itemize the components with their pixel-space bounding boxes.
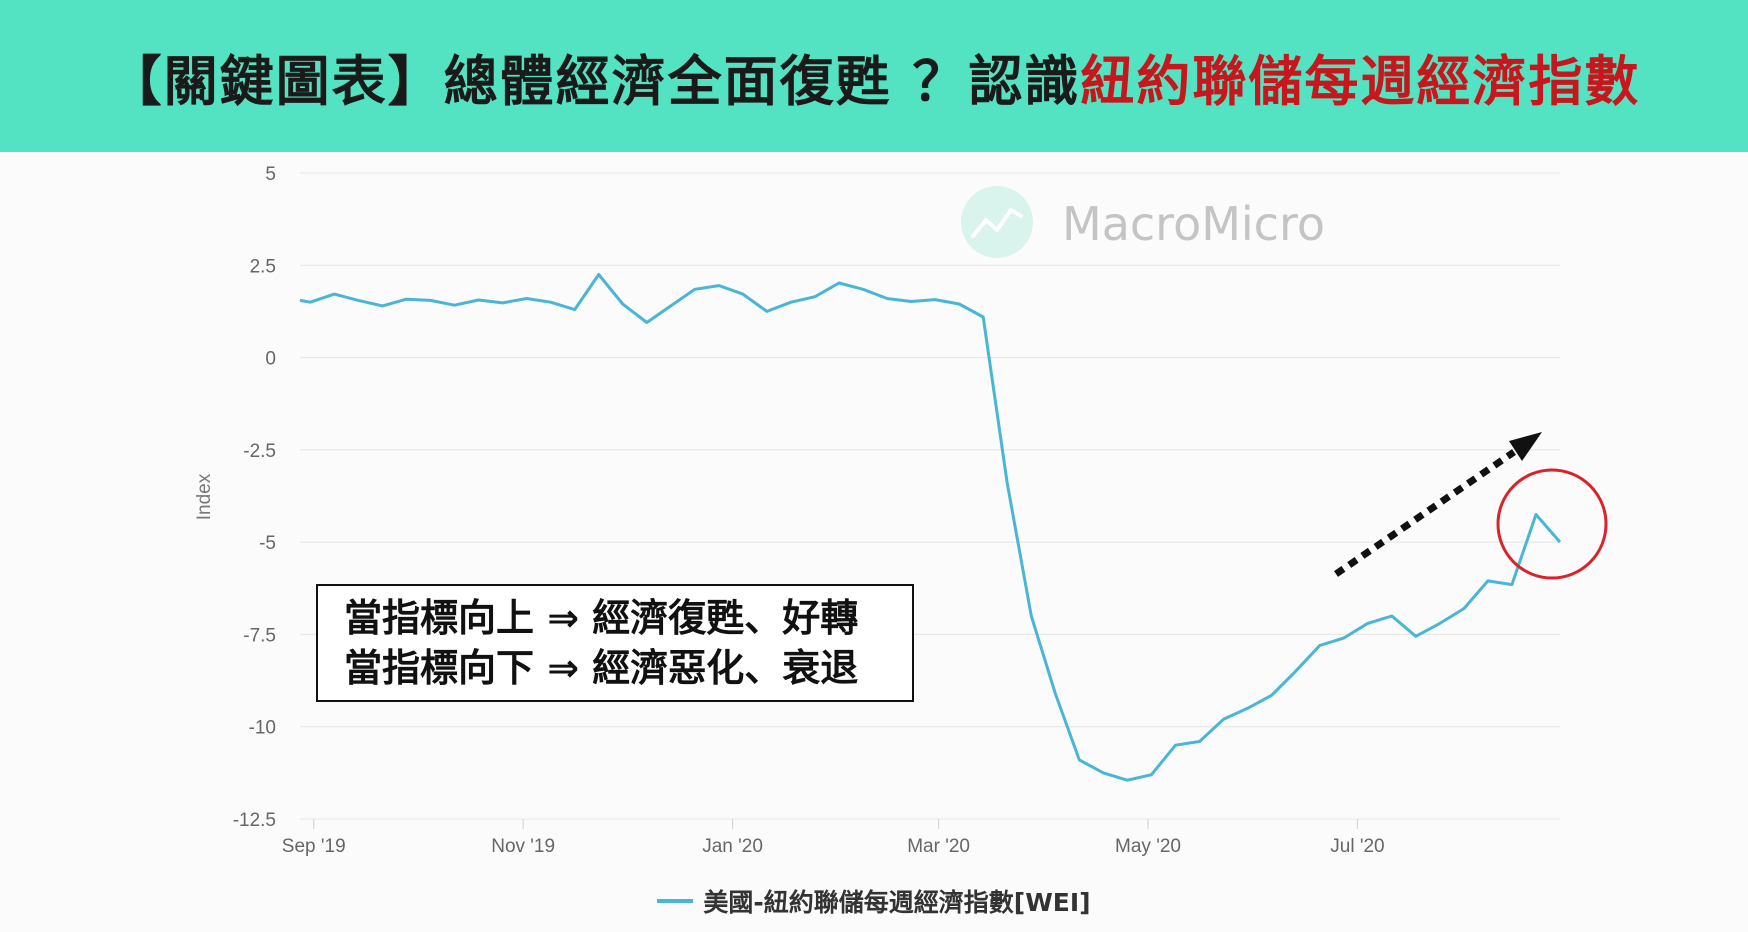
data-point[interactable]	[739, 290, 747, 298]
title-prefix: 【關鍵圖表】總體經濟全面復甦 ？認識	[107, 49, 1081, 113]
data-point[interactable]	[619, 300, 627, 308]
data-point[interactable]	[787, 298, 795, 306]
watermark: MacroMicro	[961, 186, 1325, 258]
data-point[interactable]	[547, 298, 555, 306]
data-point[interactable]	[883, 295, 891, 303]
data-point[interactable]	[835, 279, 843, 287]
trend-arrow-head	[1509, 432, 1542, 461]
data-point[interactable]	[306, 298, 314, 306]
data-point[interactable]	[1388, 612, 1396, 620]
data-point[interactable]	[475, 296, 483, 304]
title-highlight: 紐約聯儲每週經濟指數	[1080, 49, 1641, 113]
logo-chart-stroke	[971, 208, 1023, 238]
data-point[interactable]	[1147, 771, 1155, 779]
data-point[interactable]	[402, 295, 410, 303]
data-point[interactable]	[1460, 605, 1468, 613]
series-points	[296, 271, 1564, 785]
data-point[interactable]	[643, 319, 651, 327]
annotation-box: 當指標向上 ⇒ 經濟復甦、好轉 當指標向下 ⇒ 經濟惡化、衰退	[316, 584, 914, 702]
y-tick-label: 5	[265, 164, 276, 185]
y-tick-label: -7.5	[243, 625, 276, 646]
x-tick-label: Jul '20	[1330, 836, 1384, 857]
data-point[interactable]	[450, 301, 458, 309]
data-point[interactable]	[330, 290, 338, 298]
y-tick-label: -12.5	[233, 810, 276, 831]
trend-arrow-shaft	[1334, 449, 1516, 577]
data-point[interactable]	[1436, 619, 1444, 627]
data-point[interactable]	[1244, 704, 1252, 712]
annotation-line-down: 當指標向下 ⇒ 經濟惡化、衰退	[344, 646, 859, 690]
data-point[interactable]	[1003, 479, 1011, 487]
y-tick-label: 0	[265, 349, 276, 370]
data-point[interactable]	[571, 306, 579, 314]
data-point[interactable]	[1556, 538, 1564, 546]
x-tick-label: Mar '20	[907, 836, 970, 857]
data-point[interactable]	[1075, 756, 1083, 764]
data-point[interactable]	[955, 300, 963, 308]
macromicro-logo-icon	[961, 186, 1033, 258]
x-tick-label: May '20	[1115, 836, 1181, 857]
data-point[interactable]	[931, 296, 939, 304]
data-point[interactable]	[1292, 667, 1300, 675]
data-point[interactable]	[715, 282, 723, 290]
data-point[interactable]	[1532, 510, 1540, 518]
data-point[interactable]	[595, 271, 603, 279]
data-point[interactable]	[1484, 577, 1492, 585]
trend-arrow	[1334, 432, 1542, 577]
data-point[interactable]	[859, 285, 867, 293]
y-tick-label: -5	[259, 533, 276, 554]
data-point[interactable]	[763, 307, 771, 315]
x-tick-label: Sep '19	[282, 836, 346, 857]
y-axis-title: Index	[194, 473, 215, 520]
data-point[interactable]	[907, 297, 915, 305]
data-point[interactable]	[523, 295, 531, 303]
chart-legend[interactable]: 美國-紐約聯儲每週經濟指數[WEI]	[0, 883, 1748, 919]
highlight-circle	[1496, 468, 1608, 580]
legend-swatch	[657, 899, 694, 903]
data-point[interactable]	[1099, 769, 1107, 777]
data-point[interactable]	[691, 285, 699, 293]
data-point[interactable]	[1220, 715, 1228, 723]
legend-label[interactable]: 美國-紐約聯儲每週經濟指數[WEI]	[703, 888, 1091, 917]
data-point[interactable]	[979, 313, 987, 321]
data-point[interactable]	[1364, 619, 1372, 627]
title-banner: 【關鍵圖表】總體經濟全面復甦 ？認識紐約聯儲每週經濟指數	[0, 0, 1748, 152]
data-point[interactable]	[1027, 612, 1035, 620]
y-tick-label: -2.5	[243, 441, 276, 462]
data-point[interactable]	[426, 296, 434, 304]
y-tick-labels: 5 2.5 0 -2.5 -5 -7.5 -10 -12.5	[233, 164, 276, 831]
page-title: 【關鍵圖表】總體經濟全面復甦 ？認識紐約聯儲每週經濟指數	[108, 37, 1641, 116]
data-point[interactable]	[811, 293, 819, 301]
x-tick-label: Nov '19	[491, 836, 555, 857]
data-point[interactable]	[1508, 581, 1516, 589]
data-point[interactable]	[1123, 776, 1131, 784]
data-point[interactable]	[1196, 737, 1204, 745]
data-point[interactable]	[1171, 741, 1179, 749]
data-point[interactable]	[1340, 634, 1348, 642]
x-tick-labels: Sep '19 Nov '19 Jan '20 Mar '20 May '20 Jul '…	[282, 819, 1385, 857]
data-point[interactable]	[296, 296, 304, 304]
series-line-wei	[299, 273, 1562, 782]
data-point[interactable]	[499, 299, 507, 307]
data-point[interactable]	[1268, 691, 1276, 699]
watermark-text: MacroMicro	[1062, 197, 1325, 251]
data-point[interactable]	[1412, 632, 1420, 640]
data-point[interactable]	[378, 302, 386, 310]
x-tick-label: Jan '20	[702, 836, 763, 857]
y-tick-label: 2.5	[250, 256, 276, 277]
data-point[interactable]	[354, 296, 362, 304]
data-point[interactable]	[1051, 689, 1059, 697]
data-point[interactable]	[667, 302, 675, 310]
gridlines	[300, 172, 1560, 820]
annotation-line-up: 當指標向上 ⇒ 經濟復甦、好轉	[344, 596, 859, 640]
data-point[interactable]	[1316, 642, 1324, 650]
y-tick-label: -10	[249, 718, 276, 739]
